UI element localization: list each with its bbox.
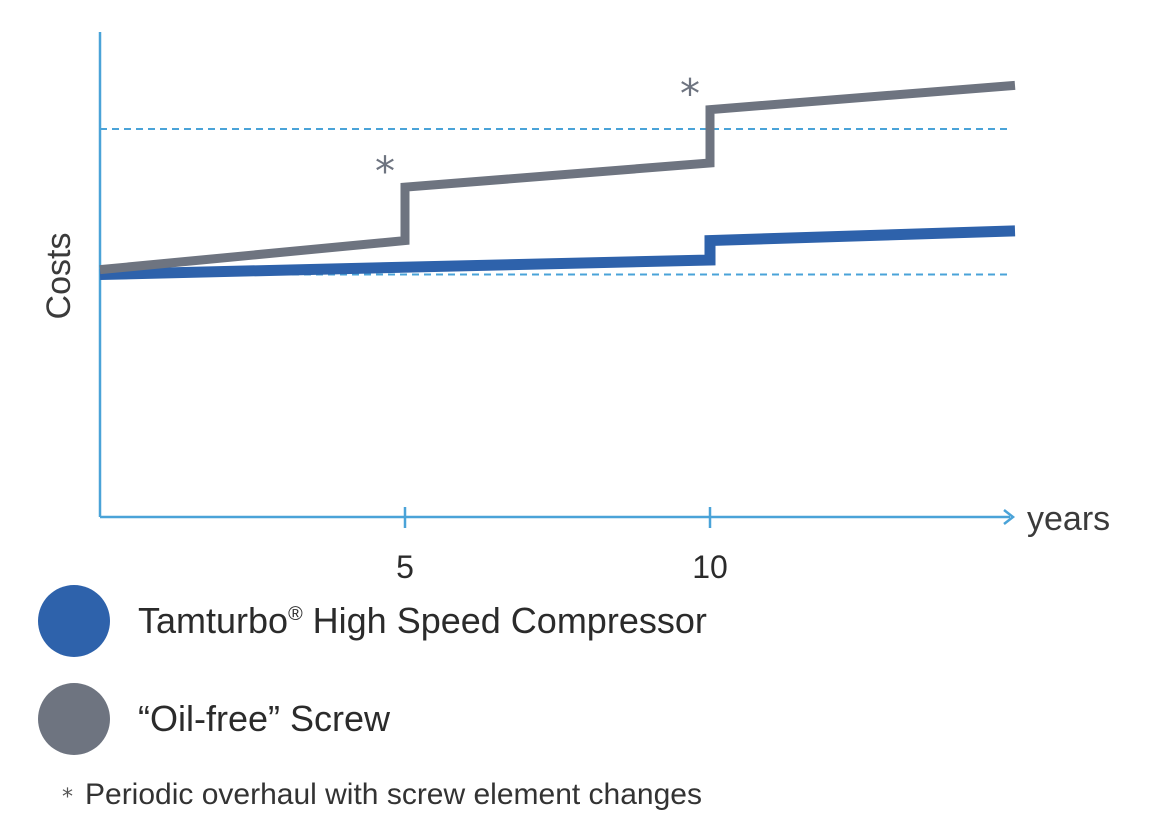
x-axis-arrow-icon (1003, 509, 1016, 525)
legend-label-tamturbo-rest: High Speed Compressor (302, 600, 707, 641)
registered-mark: ® (288, 603, 303, 625)
legend-label-tamturbo-main: Tamturbo (138, 600, 289, 641)
series-lines (99, 80, 1016, 280)
reference-lines (100, 128, 1012, 276)
legend-swatch-oil-free-screw (38, 683, 110, 755)
y-axis-title: Costs (40, 233, 78, 320)
footnote-text: Periodic overhaul with screw element cha… (85, 778, 702, 811)
series-line-1 (99, 225, 1016, 280)
x-tick-label: 5 (396, 549, 414, 585)
overhaul-markers: ** (375, 72, 700, 196)
overhaul-asterisk-icon: * (680, 72, 700, 118)
legend-label-oil-free-screw: “Oil-free” Screw (138, 698, 391, 739)
x-ticks: 5 10 (396, 507, 728, 585)
legend-label-tamturbo: Tamturbo® High Speed Compressor (138, 600, 707, 642)
series-line-2 (99, 80, 1016, 275)
legend-item-tamturbo: Tamturbo® High Speed Compressor (38, 585, 707, 657)
x-axis-title: years (1027, 500, 1110, 538)
footnote: * Periodic overhaul with screw element c… (62, 778, 702, 812)
legend-item-oil-free-screw: “Oil-free” Screw (38, 683, 390, 755)
asterisk-icon: * (62, 785, 73, 810)
overhaul-asterisk-icon: * (375, 149, 395, 195)
axes (98, 32, 1016, 525)
legend-swatch-tamturbo (38, 585, 110, 657)
x-tick-label: 10 (692, 549, 728, 585)
